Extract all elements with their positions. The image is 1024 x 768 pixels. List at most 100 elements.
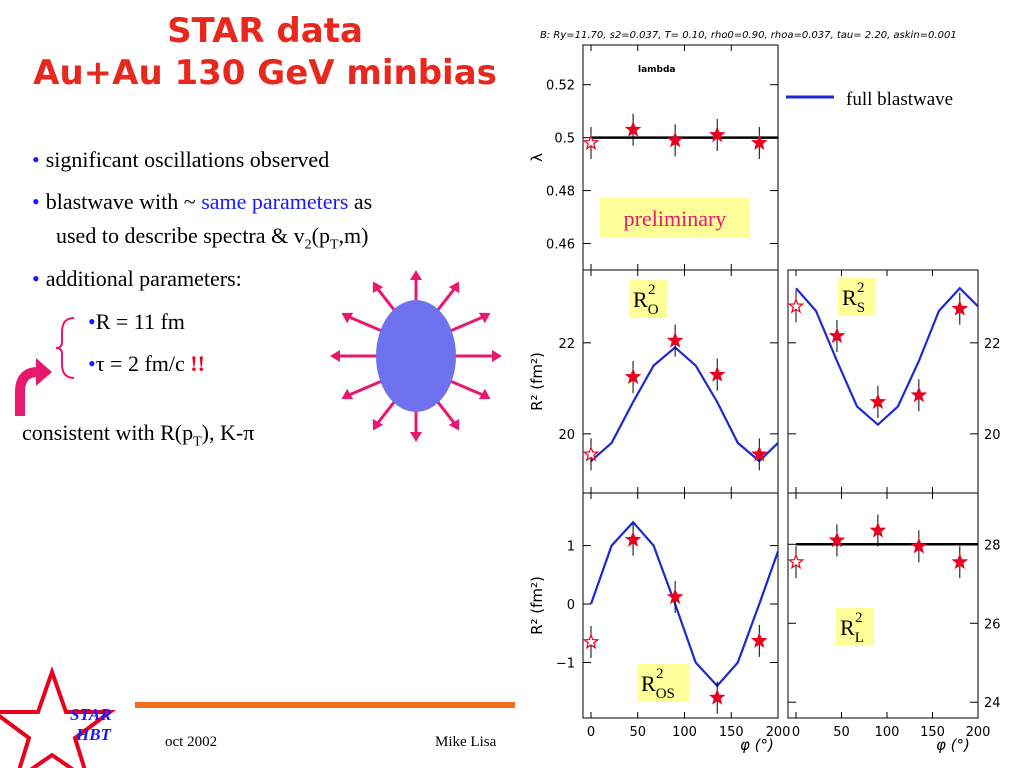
- bullet-3: • additional parameters:: [32, 266, 242, 291]
- radial-arrow-head: [492, 350, 502, 362]
- data-point-star: [951, 299, 969, 316]
- footer-date: oct 2002: [165, 734, 218, 750]
- label-sup: 2: [855, 610, 863, 626]
- data-point-star: [750, 445, 768, 462]
- y-tick-label: 1: [567, 540, 575, 555]
- panel-label-box: [836, 608, 874, 646]
- panel-Rl: 24 26 28 0 50 100 150 200 RL 2: [787, 492, 1001, 740]
- label-sup: 2: [656, 666, 664, 682]
- y-tick-label: 0: [567, 598, 575, 613]
- radial-arrow-head: [341, 388, 354, 400]
- x-tick-label: 150: [920, 725, 945, 740]
- label-main: R: [842, 285, 857, 310]
- data-point-star: [708, 126, 726, 143]
- y-tick-label: 28: [984, 538, 1001, 553]
- bullet-2: • blastwave with ~ same parameters as: [32, 189, 373, 214]
- label-main: R: [840, 615, 855, 640]
- y-tick-label: 0.48: [546, 185, 575, 200]
- panel-label-box: [838, 278, 876, 316]
- data-point-star: [666, 331, 684, 348]
- radial-arrow-head: [410, 432, 422, 442]
- bullet-dot: •: [32, 266, 40, 291]
- y-tick-label: 24: [984, 696, 1001, 711]
- data-point-star: [666, 588, 684, 605]
- data-point-star: [951, 553, 969, 570]
- data-point-star: [910, 537, 928, 554]
- star-logo-icon: [0, 665, 117, 768]
- y-tick-label: 20: [558, 428, 575, 443]
- data-point-star: [582, 633, 600, 650]
- x-tick-label: 0: [792, 725, 800, 740]
- source-ellipse: [376, 300, 456, 412]
- x-tick-label: 200: [766, 725, 791, 740]
- panel-frame: [582, 269, 779, 494]
- legend-label: full blastwave: [846, 89, 953, 110]
- bullet-dot: •: [88, 351, 96, 376]
- preliminary-box: [600, 198, 750, 238]
- panel-lambda: 0.46 0.48 0.5 0.52 λ lambda preliminary: [528, 44, 779, 271]
- data-point-star: [787, 297, 805, 314]
- panel-Ro: 20 22 R² (fm²) RO 2: [528, 269, 779, 494]
- x-tick-label: 100: [672, 725, 697, 740]
- label-sub: S: [857, 300, 865, 316]
- data-point-star: [708, 688, 726, 705]
- data-point-star: [869, 393, 887, 409]
- y-tick-label: 0.5: [554, 132, 575, 147]
- radial-arrow-head: [341, 312, 354, 324]
- sub-bullet-2: •τ = 2 fm/c !!: [88, 351, 205, 376]
- bullet-dot: •: [32, 189, 40, 214]
- radial-arrow-head: [330, 350, 340, 362]
- x-tick-label: 200: [966, 725, 991, 740]
- radial-arrow-shaft: [444, 377, 486, 398]
- bullet-dot: •: [32, 147, 40, 172]
- x-tick-label: 100: [875, 725, 900, 740]
- label-sub: OS: [656, 686, 675, 702]
- panel-label-box: [637, 664, 689, 702]
- data-point-star: [624, 121, 642, 137]
- data-point-star: [869, 521, 887, 538]
- y-axis-label: λ: [528, 153, 546, 162]
- panel-label-box: [629, 280, 667, 318]
- logo-text-hbt: HBT: [75, 725, 112, 744]
- label-sup: 2: [648, 282, 656, 298]
- blastwave-curve: [589, 520, 780, 688]
- parameter-header: B: Ry=11.70, s2=0.037, T= 0.10, rho0=0.9…: [540, 30, 957, 41]
- consistent-note: consistent with R(pT), K-π: [22, 420, 255, 450]
- radial-arrow-head: [448, 418, 460, 431]
- label-sup: 2: [857, 280, 865, 296]
- y-axis-label: R² (fm²): [528, 352, 546, 411]
- data-point-star: [624, 531, 642, 547]
- data-point-star: [624, 368, 642, 384]
- data-point-star: [666, 131, 684, 148]
- y-tick-label: −1: [556, 656, 575, 671]
- blastwave-curve: [590, 345, 779, 463]
- radial-arrow-head: [372, 281, 384, 294]
- y-tick-label: 26: [984, 617, 1001, 632]
- panel-frame: [787, 492, 979, 719]
- data-point-star: [828, 327, 846, 344]
- radial-arrow-shaft: [346, 377, 388, 398]
- decorations: STAR HBT: [0, 270, 515, 768]
- bullet-1: • significant oscillations observed: [32, 147, 330, 172]
- label-sub: L: [855, 630, 864, 646]
- footer-bar: [135, 702, 515, 708]
- logo-text-star: STAR: [70, 705, 112, 724]
- y-tick-label: 0.52: [546, 79, 575, 94]
- x-tick-label: 150: [719, 725, 744, 740]
- data-point-star: [750, 134, 768, 150]
- radial-arrow-head: [372, 418, 384, 431]
- y-tick-label: 22: [984, 337, 1001, 352]
- y-axis-label: R² (fm²): [528, 576, 546, 635]
- x-tick-label: 50: [833, 725, 850, 740]
- radial-arrow-head: [448, 281, 460, 294]
- sub-bullet-1: •R = 11 fm: [88, 309, 185, 334]
- data-point-star: [750, 632, 768, 648]
- panel-label-Ros: ROS 2: [641, 666, 675, 702]
- x-tick-label: 50: [629, 725, 646, 740]
- panel-frame: [582, 492, 779, 719]
- radial-arrow-head: [478, 312, 491, 324]
- data-point-star: [582, 134, 600, 150]
- panel-label-Rs: RS 2: [842, 280, 865, 316]
- preliminary-label: preliminary: [624, 206, 727, 231]
- panel-frame: [787, 269, 979, 494]
